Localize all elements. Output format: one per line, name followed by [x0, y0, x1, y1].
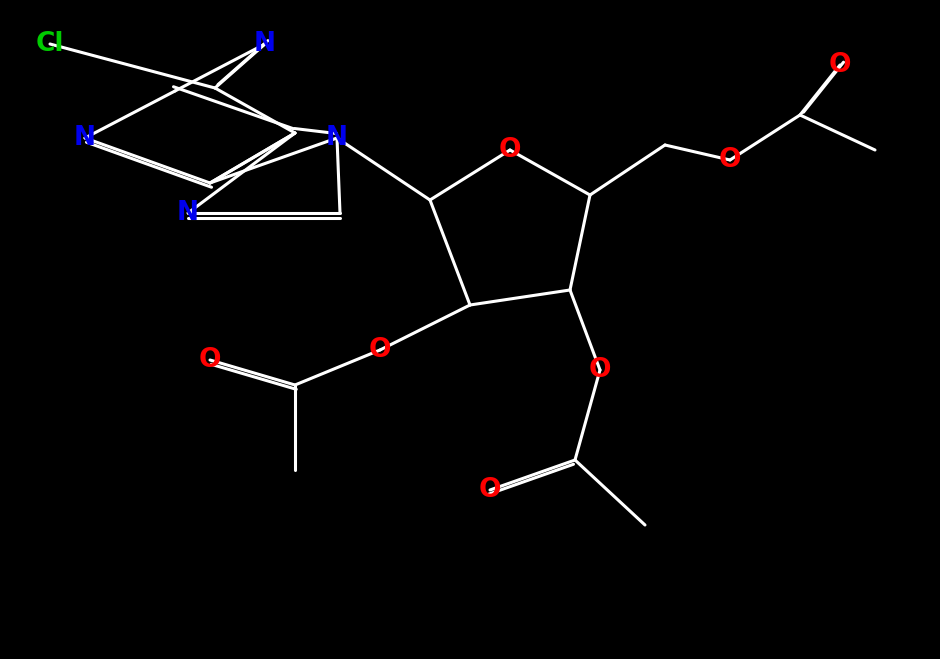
Text: N: N: [254, 31, 276, 57]
Text: O: O: [368, 337, 391, 363]
Text: N: N: [177, 200, 199, 226]
Text: N: N: [74, 125, 96, 151]
Text: O: O: [499, 137, 522, 163]
Text: O: O: [829, 52, 852, 78]
Text: Cl: Cl: [36, 31, 64, 57]
Text: O: O: [588, 357, 611, 383]
Text: N: N: [326, 125, 348, 151]
Text: O: O: [478, 477, 501, 503]
Text: O: O: [719, 147, 742, 173]
Text: O: O: [198, 347, 221, 373]
